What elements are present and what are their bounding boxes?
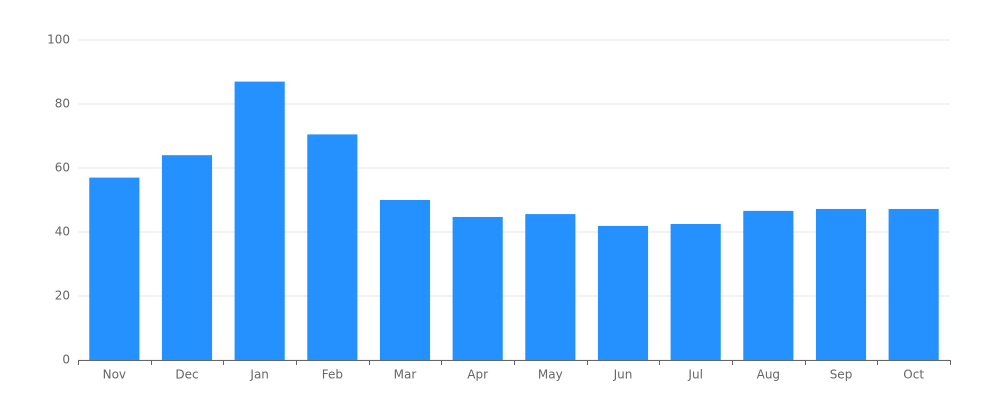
y-tick-label: 0 [62, 353, 70, 367]
bar [379, 200, 431, 360]
bar [452, 216, 503, 360]
bar [888, 208, 939, 360]
x-tick-label: Oct [903, 368, 924, 382]
x-tick-label: Jul [687, 368, 702, 382]
x-tick-label: Apr [467, 368, 488, 382]
y-tick-label: 80 [55, 97, 70, 111]
y-tick-label: 60 [55, 161, 70, 175]
x-tick-label: Jan [249, 368, 269, 382]
bar [670, 224, 721, 360]
y-tick-label: 20 [55, 289, 70, 303]
x-tick-label: Jun [613, 368, 633, 382]
x-tick-label: Aug [757, 368, 780, 382]
bar [234, 81, 285, 360]
bar [525, 214, 576, 360]
bar [161, 155, 213, 360]
bar [743, 210, 794, 360]
x-tick-label: Mar [394, 368, 417, 382]
bar [597, 225, 649, 360]
x-tick-label: Feb [322, 368, 343, 382]
x-tick-label: Dec [175, 368, 198, 382]
y-tick-label: 40 [55, 225, 70, 239]
y-tick-label: 100 [47, 33, 70, 47]
x-tick-label: Sep [830, 368, 853, 382]
x-tick-label: Nov [103, 368, 126, 382]
bar [307, 134, 358, 360]
bar [89, 177, 140, 360]
x-tick-label: May [538, 368, 563, 382]
bar [815, 208, 867, 360]
